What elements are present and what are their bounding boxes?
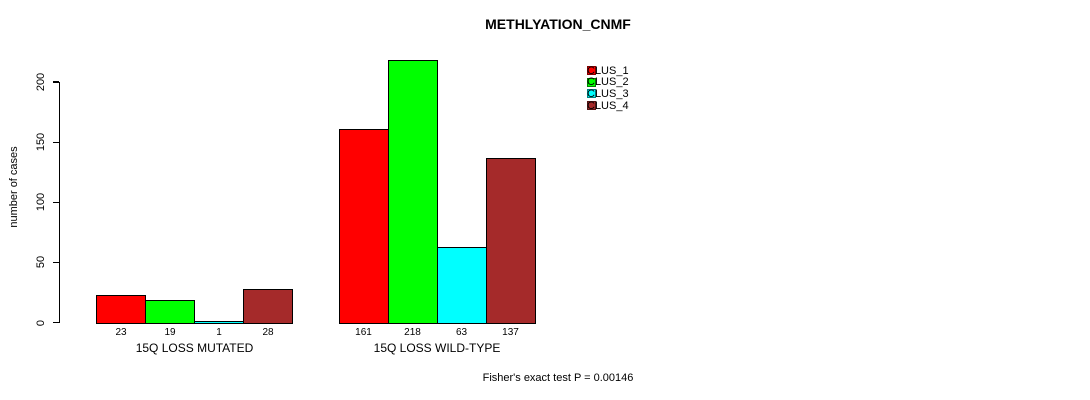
legend-swatch [587,77,596,87]
bar-value-label: 28 [262,327,274,338]
bar-clus-3 [436,246,487,324]
bar-clus-2 [145,299,195,324]
legend-label: CLUS_2 [587,76,629,89]
legend-swatch [587,66,596,76]
chart-title: METHLYATION_CNMF [485,16,631,32]
bar-clus-2 [387,60,438,324]
bar-clus-4 [243,288,293,324]
y-tick-label: 150 [35,132,47,152]
y-tick-label: 50 [35,256,47,269]
bar-value-label: 63 [455,327,468,338]
bar-value-label: 161 [355,327,372,338]
y-tick-label: 200 [35,72,47,92]
bar-clus-1 [338,128,389,324]
y-axis-line [58,82,60,323]
bar-clus-1 [96,294,146,324]
bar-value-label: 23 [115,327,127,338]
category-label: 15Q LOSS WILD-TYPE [373,341,501,355]
bar-value-label: 218 [404,327,421,338]
y-tick-label: 0 [35,319,47,326]
bar-value-label: 19 [164,327,176,338]
bar-clus-4 [485,157,536,324]
bar-value-label: 137 [502,327,519,338]
legend-swatch [587,101,596,111]
legend-swatch [587,89,596,99]
legend-label: CLUS_4 [587,99,629,112]
legend-label: CLUS_1 [587,64,629,77]
fisher-test-annotation: Fisher's exact test P = 0.00146 [482,372,634,384]
bar-value-label: 1 [216,327,222,338]
y-tick-mark [52,201,59,203]
y-tick-label: 100 [35,193,47,212]
y-tick-mark [52,141,59,143]
category-label: 15Q LOSS MUTATED [135,341,254,355]
y-tick-mark [52,81,59,83]
y-tick-mark [52,321,59,324]
legend-label: CLUS_3 [587,87,629,100]
y-tick-mark [52,261,59,263]
bar-clus-3 [194,321,244,324]
